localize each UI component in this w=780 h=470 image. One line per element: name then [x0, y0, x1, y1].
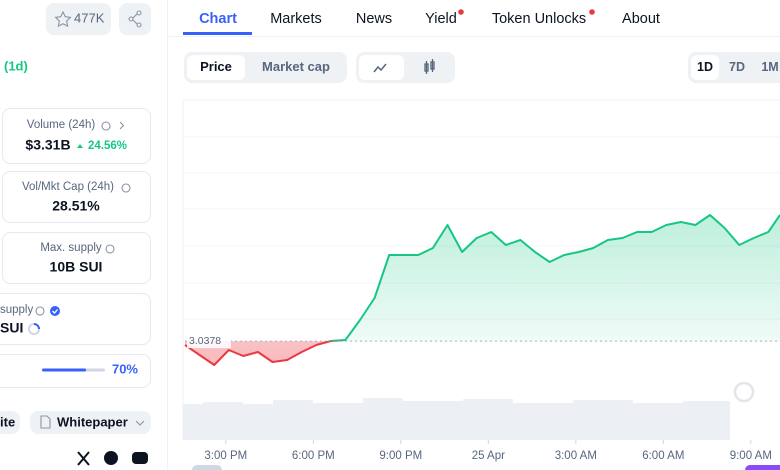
baseline-label-bg [187, 334, 231, 349]
price-line-up [326, 214, 780, 342]
x-tick-label: 6:00 PM [292, 450, 335, 462]
x-icon[interactable] [77, 451, 90, 466]
chevron-icon [119, 121, 125, 130]
share-icon [128, 10, 142, 28]
max-supply-label: Max. supply [40, 242, 102, 254]
github-icon[interactable] [104, 451, 118, 465]
toggle-label: Price [200, 59, 232, 74]
max-supply-card [2, 232, 151, 284]
info-icon [101, 121, 111, 131]
x-tick-label: 3:00 AM [555, 450, 597, 462]
notification-dot [589, 9, 595, 15]
candle-icon[interactable] [424, 59, 435, 74]
vol-mkt-value: 28.51% [52, 198, 100, 214]
supply-value: SUI [0, 320, 23, 336]
baseline-label: 3.0378 [189, 335, 221, 347]
toggle-label[interactable]: Market cap [262, 59, 330, 74]
volume-card[interactable] [2, 108, 151, 164]
price-chart: 3.0378 3:00 PM 6:00 PM 9:00 PM 25 Apr 3:00 AM… [182, 99, 780, 462]
tab[interactable]: Chart [199, 11, 237, 27]
up-arrow [77, 144, 83, 148]
tab-underline [183, 32, 252, 35]
info-icon [121, 183, 131, 193]
verified-check [52, 309, 58, 314]
price-line-down [184, 341, 344, 366]
loader-arc [33, 323, 40, 330]
chevron-icon [135, 420, 145, 426]
watchlist-count: 477K [74, 10, 105, 25]
x-tick-label: 9:00 PM [379, 450, 422, 462]
share-button[interactable] [119, 3, 151, 35]
volume-label: Volume (24h) [27, 119, 96, 131]
change-period: (1d) [4, 58, 28, 73]
whitepaper-button[interactable] [30, 411, 151, 434]
notification-dot [458, 9, 464, 15]
tab[interactable]: Token Unlocks [492, 11, 586, 27]
area-up [185, 215, 780, 342]
doc-icon [40, 415, 51, 429]
range-active[interactable] [691, 55, 719, 80]
whitepaper-label: Whitepaper [57, 414, 128, 429]
x-tick-label: 25 Apr [472, 450, 505, 462]
volume-value: $3.31B [25, 137, 70, 153]
left-panel: 477K (1d) Volume (24h) $3.31B 24.56% Vol… [0, 3, 151, 466]
info-icon [35, 306, 45, 316]
supply-label: supply [0, 304, 33, 316]
tab[interactable]: Markets [270, 11, 322, 27]
volume-change: 24.56% [88, 140, 127, 152]
tab-bar: Chart Markets News Yield Token Unlocks A… [168, 9, 780, 37]
info-icon [105, 244, 115, 254]
line-type-button[interactable] [359, 55, 404, 80]
progress-fill [42, 368, 87, 372]
watermark-logo [733, 381, 755, 403]
line-icon [373, 63, 387, 73]
tab[interactable]: About [622, 11, 660, 27]
max-supply-value: 10B SUI [50, 259, 103, 275]
x-tick-label: 9:00 AM [730, 450, 772, 462]
toggle-active[interactable] [187, 55, 245, 80]
link-label: ite [0, 414, 15, 429]
x-tick-label: 3:00 PM [204, 450, 247, 462]
x-tick-label: 6:00 AM [642, 450, 684, 462]
discord-icon[interactable] [132, 452, 148, 464]
vol-mkt-label: Vol/Mkt Cap (24h) [22, 181, 114, 193]
range-label: 1D [697, 60, 713, 74]
verified-icon [50, 306, 60, 316]
star-icon [54, 10, 72, 28]
link-button[interactable] [0, 411, 20, 434]
tab[interactable]: Yield [425, 11, 457, 27]
floating-button[interactable] [745, 465, 780, 470]
range-label[interactable]: 7D [729, 60, 745, 74]
scroll-handle[interactable] [192, 465, 222, 470]
tab[interactable]: News [356, 11, 392, 27]
volume-bars [183, 398, 730, 440]
range-label[interactable]: 1M [761, 60, 778, 74]
watchlist-button[interactable] [46, 3, 111, 35]
vol-mkt-card [2, 171, 151, 223]
progress-label: 70% [112, 361, 138, 376]
